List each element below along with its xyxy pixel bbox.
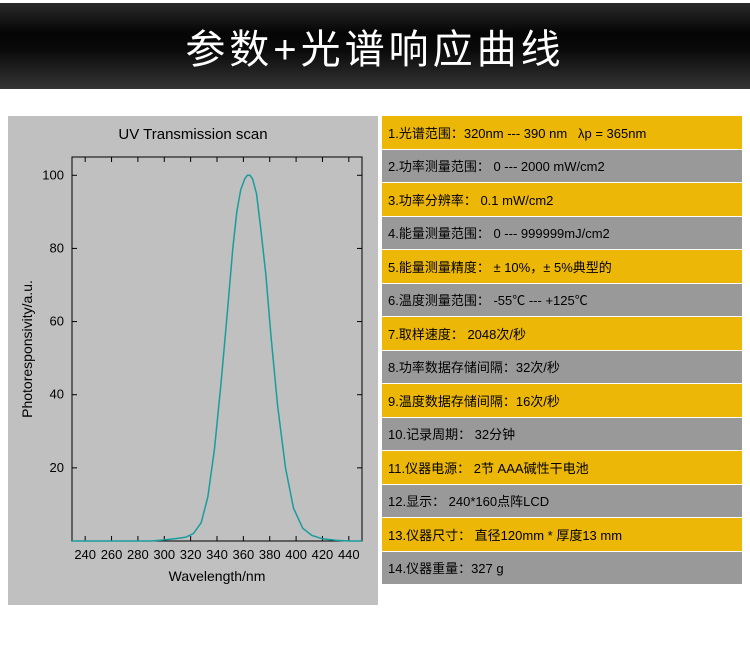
spec-text: 6.温度测量范围： -55℃ --- +125℃ — [388, 290, 588, 309]
y-tick-label: 100 — [42, 167, 64, 182]
spec-row-10: 10.记录周期： 32分钟 — [382, 418, 742, 452]
x-tick-label: 280 — [127, 547, 149, 562]
y-tick-label: 20 — [50, 460, 64, 475]
spec-row-6: 6.温度测量范围： -55℃ --- +125℃ — [382, 284, 742, 318]
spec-text: 7.取样速度： 2048次/秒 — [388, 324, 526, 343]
spec-table: 1.光谱范围：320nm --- 390 nm λp = 365nm 2.功率测量… — [382, 116, 742, 605]
response-curve — [72, 175, 362, 541]
spec-text: 10.记录周期： 32分钟 — [388, 424, 515, 443]
spec-row-12: 12.显示： 240*160点阵LCD — [382, 485, 742, 519]
spec-row-7: 7.取样速度： 2048次/秒 — [382, 317, 742, 351]
spec-text: 9.温度数据存储间隔：16次/秒 — [388, 391, 560, 410]
y-axis-label: Photoresponsivity/a.u. — [19, 280, 35, 418]
x-tick-label: 360 — [233, 547, 255, 562]
x-tick-label: 320 — [180, 547, 202, 562]
spec-text: 4.能量测量范围： 0 --- 999999mJ/cm2 — [388, 223, 610, 242]
page-title: 参数+光谱响应曲线 — [185, 17, 564, 75]
content-area: UV Transmission scan 240 260 280 300 320 340 3… — [0, 92, 750, 605]
spec-row-1: 1.光谱范围：320nm --- 390 nm λp = 365nm — [382, 116, 742, 150]
spec-row-14: 14.仪器重量：327 g — [382, 552, 742, 586]
spec-text: 1.光谱范围：320nm --- 390 nm λp = 365nm — [388, 123, 646, 142]
spec-row-13: 13.仪器尺寸： 直径120mm * 厚度13 mm — [382, 518, 742, 552]
x-tick-label: 440 — [338, 547, 360, 562]
chart-title: UV Transmission scan — [14, 122, 372, 151]
y-tick-label: 80 — [50, 240, 64, 255]
spec-text: 5.能量测量精度： ± 10%，± 5%典型的 — [388, 257, 612, 276]
y-tick-label: 60 — [50, 314, 64, 329]
spec-text: 12.显示： 240*160点阵LCD — [388, 491, 549, 510]
x-tick-label: 400 — [285, 547, 307, 562]
spec-row-11: 11.仪器电源： 2节 AAA碱性干电池 — [382, 451, 742, 485]
x-tick-label: 380 — [259, 547, 281, 562]
x-axis-label: Wavelength/nm — [169, 568, 266, 584]
plot-frame — [72, 157, 362, 541]
spec-text: 14.仪器重量：327 g — [388, 558, 504, 577]
spec-text: 2.功率测量范围： 0 --- 2000 mW/cm2 — [388, 156, 605, 175]
y-tick-label: 40 — [50, 387, 64, 402]
spec-row-8: 8.功率数据存储间隔：32次/秒 — [382, 351, 742, 385]
spec-row-9: 9.温度数据存储间隔：16次/秒 — [382, 384, 742, 418]
spec-row-2: 2.功率测量范围： 0 --- 2000 mW/cm2 — [382, 150, 742, 184]
spec-text: 13.仪器尺寸： 直径120mm * 厚度13 mm — [388, 525, 622, 544]
x-tick-label: 300 — [153, 547, 175, 562]
x-tick-label: 260 — [101, 547, 123, 562]
header-band: 参数+光谱响应曲线 — [0, 0, 750, 92]
spec-row-5: 5.能量测量精度： ± 10%，± 5%典型的 — [382, 250, 742, 284]
spec-text: 3.功率分辨率： 0.1 mW/cm2 — [388, 190, 553, 209]
spec-text: 8.功率数据存储间隔：32次/秒 — [388, 357, 560, 376]
spec-row-3: 3.功率分辨率： 0.1 mW/cm2 — [382, 183, 742, 217]
x-tick-label: 240 — [74, 547, 96, 562]
spec-text: 11.仪器电源： 2节 AAA碱性干电池 — [388, 458, 589, 477]
x-tick-label: 340 — [206, 547, 228, 562]
chart-panel: UV Transmission scan 240 260 280 300 320 340 3… — [8, 116, 378, 605]
spec-row-4: 4.能量测量范围： 0 --- 999999mJ/cm2 — [382, 217, 742, 251]
x-tick-label: 420 — [312, 547, 334, 562]
uv-transmission-chart: 240 260 280 300 320 340 360 380 400 420 440 20 40 60 8… — [14, 151, 372, 599]
